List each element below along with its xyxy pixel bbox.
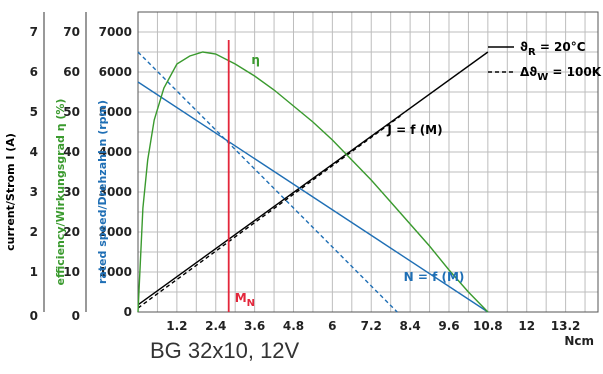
current-curve-label: J = f (M) (386, 123, 442, 137)
chart-series (137, 40, 489, 313)
x-axis-tick-label: 7.2 (361, 319, 382, 333)
x-axis-tick-label: 3.6 (244, 319, 265, 333)
chart-grid (137, 11, 599, 313)
speed-axis-origin-label: 0 (124, 305, 132, 319)
speed-axis-tick-label: 6000 (99, 65, 132, 79)
efficiency-axis-tick-label: 30 (63, 185, 80, 199)
speed-axis-title: rated speed/Drehzahl n (rpm) (96, 100, 109, 284)
efficiency-axis-tick-label: 20 (63, 225, 80, 239)
x-axis-tick-label: 9.6 (438, 319, 459, 333)
series-line-eta (137, 51, 489, 313)
speed-axis-tick-label: 3000 (99, 185, 132, 199)
efficiency-curve-label: η (251, 53, 260, 67)
series-line-current-dashed (137, 115, 401, 309)
efficiency-axis-tick-label: 50 (63, 105, 80, 119)
speed-axis-tick-label: 4000 (99, 145, 132, 159)
x-axis-tick-label: 1.2 (166, 319, 187, 333)
efficiency-axis-tick-label: 10 (63, 265, 80, 279)
x-axis-tick-label: 13.2 (551, 319, 581, 333)
current-axis-tick-label: 1 (30, 265, 38, 279)
legend-entry-dashed: ΔϑW = 100K (520, 65, 602, 83)
current-axis-tick-label: 2 (30, 225, 38, 239)
current-axis-tick-label: 5 (30, 105, 38, 119)
speed-curve-label: N = f (M) (404, 270, 465, 284)
series-line-speed-dashed (137, 51, 398, 313)
x-axis-tick-label: 8.4 (399, 319, 420, 333)
current-axis-tick-label: 7 (30, 25, 38, 39)
efficiency-axis-origin-label: 0 (72, 309, 80, 323)
x-axis-tick-label: 10.8 (473, 319, 503, 333)
x-axis-title: Ncm (564, 334, 594, 348)
current-axis-origin-label: 0 (30, 309, 38, 323)
speed-axis-tick-label: 1000 (99, 265, 132, 279)
x-axis-tick-label: 2.4 (205, 319, 226, 333)
current-axis-tick-label: 3 (30, 185, 38, 199)
current-axis-title: current/Strom I (A) (4, 133, 17, 251)
series-line-n-f-m (137, 81, 489, 313)
current-axis-tick-label: 6 (30, 65, 38, 79)
series-line-j-f-m (137, 51, 489, 306)
chart-caption: BG 32x10, 12V (150, 338, 300, 363)
efficiency-axis-title: efficiency/Wirkungsgrad η (%) (54, 99, 67, 286)
speed-axis-tick-label: 2000 (99, 225, 132, 239)
x-axis-tick-label: 12 (518, 319, 535, 333)
current-axis-tick-label: 4 (30, 145, 38, 159)
x-axis-tick-label: 6 (328, 319, 336, 333)
chart-labels: J = f (M) N = f (M) η MN ϑR = 20°C ΔϑW = 100K (235, 40, 602, 309)
speed-axis-tick-label: 5000 (99, 105, 132, 119)
rated-torque-marker-label: MN (235, 291, 255, 309)
plot-frame (137, 11, 599, 313)
efficiency-axis-tick-label: 70 (63, 25, 80, 39)
x-axis-tick-label: 4.8 (283, 319, 304, 333)
efficiency-axis-tick-label: 60 (63, 65, 80, 79)
legend-entry-solid: ϑR = 20°C (520, 40, 586, 58)
speed-axis-tick-label: 7000 (99, 25, 132, 39)
efficiency-axis-tick-label: 40 (63, 145, 80, 159)
